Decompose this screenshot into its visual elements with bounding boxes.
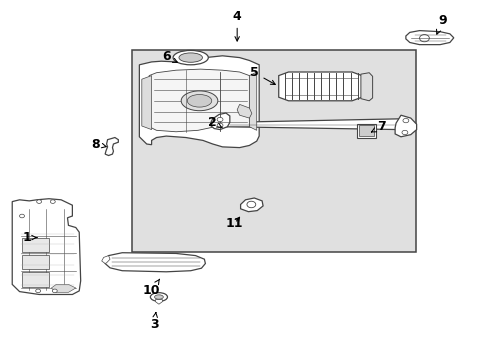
Ellipse shape: [179, 53, 202, 62]
Ellipse shape: [173, 50, 208, 65]
Bar: [22, 255, 49, 269]
Bar: [22, 272, 49, 287]
Polygon shape: [210, 113, 229, 130]
Circle shape: [402, 118, 408, 123]
Polygon shape: [142, 76, 151, 130]
Text: 2: 2: [208, 116, 222, 129]
Polygon shape: [225, 119, 411, 130]
Circle shape: [217, 117, 223, 122]
Polygon shape: [102, 256, 110, 264]
Polygon shape: [51, 284, 76, 292]
Circle shape: [419, 35, 428, 42]
Text: 10: 10: [142, 279, 160, 297]
Bar: [132, 50, 415, 252]
Circle shape: [20, 214, 24, 218]
Circle shape: [52, 289, 57, 293]
Ellipse shape: [150, 293, 167, 301]
Circle shape: [50, 200, 55, 203]
Ellipse shape: [181, 91, 218, 111]
Polygon shape: [405, 31, 453, 45]
Polygon shape: [12, 199, 81, 294]
Polygon shape: [278, 72, 361, 101]
Text: 4: 4: [232, 10, 241, 41]
Circle shape: [401, 130, 407, 135]
Text: 8: 8: [91, 138, 106, 150]
Polygon shape: [149, 69, 249, 132]
Polygon shape: [105, 253, 205, 272]
Circle shape: [37, 200, 41, 203]
Polygon shape: [360, 73, 372, 101]
Bar: [358, 125, 373, 136]
Bar: [22, 238, 49, 252]
Circle shape: [36, 289, 41, 293]
Polygon shape: [237, 104, 251, 118]
Text: 7: 7: [371, 120, 385, 133]
Circle shape: [246, 201, 255, 208]
Text: 5: 5: [249, 66, 275, 85]
Polygon shape: [105, 138, 118, 156]
Polygon shape: [394, 115, 416, 137]
Text: 9: 9: [436, 14, 446, 34]
Bar: [356, 124, 375, 138]
Text: 11: 11: [225, 217, 243, 230]
Ellipse shape: [187, 94, 211, 107]
Ellipse shape: [154, 295, 163, 299]
Text: 6: 6: [162, 50, 177, 63]
Polygon shape: [249, 72, 256, 130]
Polygon shape: [155, 300, 162, 304]
Polygon shape: [240, 198, 263, 212]
Text: 1: 1: [22, 231, 37, 244]
Circle shape: [217, 123, 223, 127]
Polygon shape: [139, 56, 259, 148]
Text: 3: 3: [149, 312, 158, 331]
